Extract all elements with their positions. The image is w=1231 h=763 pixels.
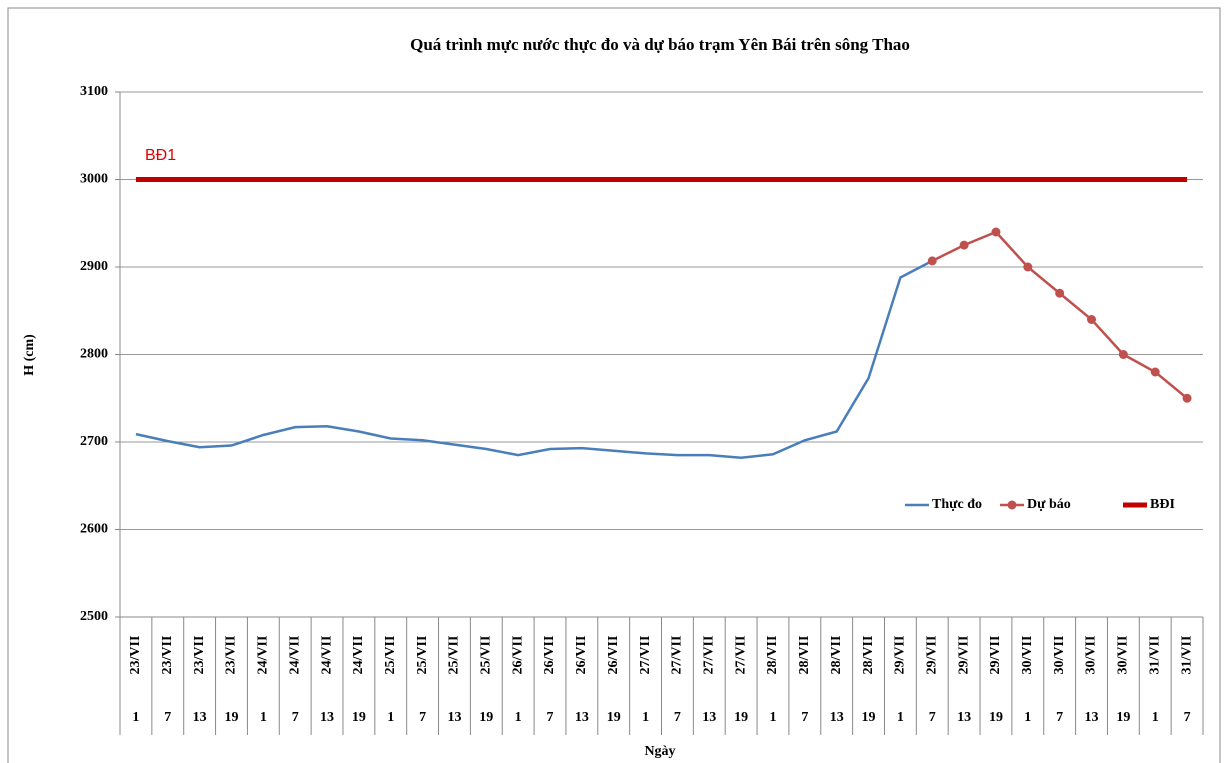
x-tick-hour: 7 xyxy=(419,710,426,725)
x-tick-hour: 7 xyxy=(292,710,299,725)
x-tick-label: 24/VII xyxy=(319,636,334,675)
y-tick-label: 2500 xyxy=(80,609,108,624)
annotation: BĐ1 xyxy=(145,147,176,164)
x-tick-label: 25/VII xyxy=(479,636,494,675)
series-marker xyxy=(1182,393,1192,403)
x-tick-label: 30/VII xyxy=(1052,636,1067,675)
x-tick-hour: 13 xyxy=(1085,710,1099,725)
x-tick-hour: 13 xyxy=(575,710,589,725)
x-tick-label: 29/VII xyxy=(893,636,908,675)
x-tick-label: 29/VII xyxy=(924,636,939,675)
x-tick-hour: 7 xyxy=(547,710,554,725)
x-tick-label: 25/VII xyxy=(415,636,430,675)
x-tick-hour: 19 xyxy=(1116,710,1130,725)
y-tick-label: 3000 xyxy=(80,172,108,187)
x-tick-label: 29/VII xyxy=(988,636,1003,675)
x-tick-label: 27/VII xyxy=(701,636,716,675)
x-tick-hour: 1 xyxy=(387,710,394,725)
chart-title: Quá trình mực nước thực đo và dự báo trạ… xyxy=(410,35,910,54)
x-tick-hour: 13 xyxy=(447,710,461,725)
x-tick-hour: 7 xyxy=(801,710,808,725)
x-tick-label: 24/VII xyxy=(351,636,366,675)
x-tick-hour: 19 xyxy=(224,710,238,725)
x-tick-label: 25/VII xyxy=(447,636,462,675)
x-tick-label: 24/VII xyxy=(287,636,302,675)
y-tick-label: 3100 xyxy=(80,84,108,99)
x-tick-hour: 1 xyxy=(897,710,904,725)
x-tick-hour: 19 xyxy=(479,710,493,725)
x-tick-hour: 7 xyxy=(929,710,936,725)
series-marker xyxy=(1055,288,1065,298)
x-tick-label: 28/VII xyxy=(829,636,844,675)
x-tick-label: 27/VII xyxy=(670,636,685,675)
series-marker xyxy=(1150,367,1160,377)
x-tick-label: 23/VII xyxy=(192,636,207,675)
x-tick-label: 23/VII xyxy=(160,636,175,675)
series-marker xyxy=(959,240,969,250)
x-tick-label: 26/VII xyxy=(510,636,525,675)
x-tick-hour: 19 xyxy=(989,710,1003,725)
x-tick-hour: 1 xyxy=(515,710,522,725)
series-marker xyxy=(1118,350,1128,359)
legend-label: BĐI xyxy=(1150,497,1175,512)
x-tick-label: 31/VII xyxy=(1147,636,1162,675)
x-tick-label: 26/VII xyxy=(606,636,621,675)
x-tick-label: 26/VII xyxy=(542,636,557,675)
x-tick-hour: 19 xyxy=(862,710,876,725)
x-tick-hour: 13 xyxy=(193,710,207,725)
x-tick-label: 24/VII xyxy=(256,636,271,675)
legend-marker xyxy=(1007,500,1017,510)
x-tick-hour: 1 xyxy=(132,710,139,725)
y-tick-label: 2700 xyxy=(80,434,108,449)
y-axis-label: H (cm) xyxy=(22,334,37,376)
legend-label: Thực đo xyxy=(932,497,982,512)
x-tick-hour: 13 xyxy=(702,710,716,725)
x-tick-hour: 13 xyxy=(830,710,844,725)
series-marker xyxy=(1023,262,1033,272)
chart-frame xyxy=(7,7,1221,763)
x-tick-label: 23/VII xyxy=(128,636,143,675)
series-marker xyxy=(927,256,937,266)
x-tick-label: 27/VII xyxy=(638,636,653,675)
series-marker xyxy=(1087,315,1097,324)
x-tick-hour: 1 xyxy=(1152,710,1159,725)
x-tick-label: 28/VII xyxy=(797,636,812,675)
x-tick-hour: 1 xyxy=(1024,710,1031,725)
x-tick-label: 30/VII xyxy=(1084,636,1099,675)
x-tick-hour: 7 xyxy=(1056,710,1063,725)
x-tick-hour: 19 xyxy=(607,710,621,725)
x-tick-hour: 1 xyxy=(260,710,267,725)
x-tick-hour: 19 xyxy=(734,710,748,725)
legend-label: Dự báo xyxy=(1027,497,1071,512)
x-tick-hour: 7 xyxy=(674,710,681,725)
x-tick-label: 26/VII xyxy=(574,636,589,675)
y-tick-label: 2800 xyxy=(80,347,108,362)
x-tick-label: 25/VII xyxy=(383,636,398,675)
x-tick-hour: 13 xyxy=(957,710,971,725)
x-tick-label: 23/VII xyxy=(224,636,239,675)
x-tick-label: 31/VII xyxy=(1179,636,1194,675)
x-tick-hour: 7 xyxy=(164,710,171,725)
x-axis-label: Ngày xyxy=(644,744,675,759)
y-tick-label: 2900 xyxy=(80,259,108,274)
series-line xyxy=(135,259,933,460)
x-tick-label: 29/VII xyxy=(956,636,971,675)
x-tick-label: 30/VII xyxy=(1020,636,1035,675)
series-marker xyxy=(991,227,1001,237)
x-tick-label: 30/VII xyxy=(1116,636,1131,675)
x-tick-label: 27/VII xyxy=(733,636,748,675)
x-tick-hour: 7 xyxy=(1184,710,1191,725)
x-tick-hour: 1 xyxy=(769,710,776,725)
x-tick-hour: 1 xyxy=(642,710,649,725)
x-tick-hour: 13 xyxy=(320,710,334,725)
x-tick-label: 28/VII xyxy=(861,636,876,675)
x-tick-label: 28/VII xyxy=(765,636,780,675)
y-tick-label: 2600 xyxy=(80,522,108,537)
x-tick-hour: 19 xyxy=(352,710,366,725)
